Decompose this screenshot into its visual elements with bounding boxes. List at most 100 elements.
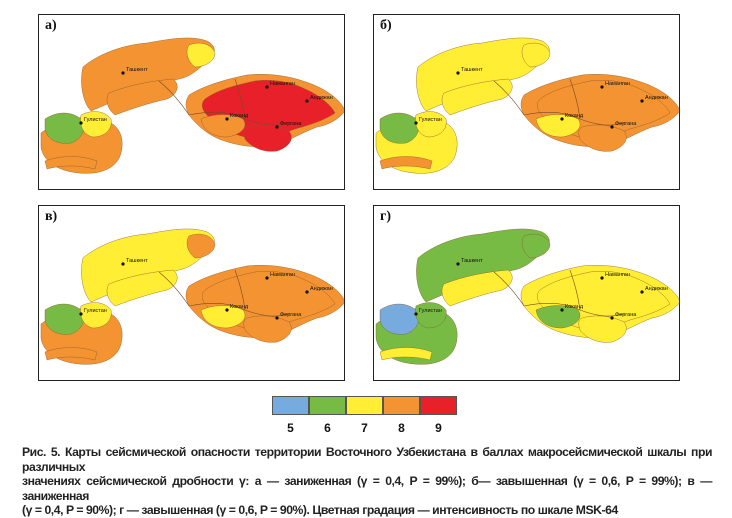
city-label: Гулистан — [84, 308, 107, 314]
city-label: Ташкент — [461, 258, 483, 264]
map-panel-d: Ташкент Гулистан Наманган Андижан Коканд Ферг… — [373, 205, 680, 381]
map-region-stripe — [44, 347, 98, 361]
map-region-westgreen — [379, 112, 419, 144]
city-label: Гулистан — [419, 308, 442, 314]
legend-label: 9 — [435, 421, 442, 435]
city-label: Коканд — [565, 113, 584, 119]
map-region-kokand — [200, 114, 246, 138]
city-label: Фергана — [280, 121, 302, 127]
city-dot — [275, 125, 279, 129]
city-label: Фергана — [280, 312, 302, 318]
city-label: Наманган — [605, 272, 630, 278]
city-dot — [275, 316, 279, 320]
city-label: Коканд — [230, 304, 249, 310]
map-region-kokand — [535, 114, 581, 138]
city-dot — [79, 121, 83, 125]
border-line — [493, 80, 525, 116]
tashkent-city: Ташкент — [456, 67, 483, 75]
kokand-city: Коканд — [560, 113, 584, 121]
city-label: Гулистан — [419, 117, 442, 123]
map-svg: Ташкент Гулистан Наманган Андижан Коканд Ферг… — [40, 37, 344, 174]
city-dot — [640, 99, 644, 103]
map-panel-c: Ташкент Гулистан Наманган Андижан Коканд Ферг… — [38, 205, 345, 381]
andijan-city: Андижан — [640, 95, 668, 103]
legend-label: 5 — [287, 421, 294, 435]
border-line — [234, 269, 246, 311]
map-region-northeast — [521, 42, 551, 68]
map-region-stripe — [379, 156, 433, 170]
map-svg: Ташкент Гулистан Наманган Андижан Коканд Ферг… — [375, 37, 679, 174]
caption-line: (γ = 0,4, P = 90%); г — завышенная (γ = … — [22, 503, 618, 518]
city-label: Андижан — [310, 95, 333, 101]
fergana-city: Фергана — [275, 312, 302, 320]
map-region-tashkentband — [441, 78, 513, 116]
fergana-city: Фергана — [610, 121, 637, 129]
map-region-westgreen — [44, 303, 84, 335]
legend-label: 6 — [324, 421, 331, 435]
panel-label: г) — [380, 209, 392, 224]
border-line — [493, 271, 525, 307]
city-dot — [640, 290, 644, 294]
city-dot — [456, 71, 460, 75]
map-region-northeast — [186, 233, 216, 259]
color-legend — [272, 396, 457, 415]
map-region-westgreen — [379, 303, 419, 335]
city-label: Ташкент — [126, 67, 148, 73]
city-dot — [121, 262, 125, 266]
map-region-northeast — [521, 233, 551, 259]
map-region-stripe — [44, 156, 98, 170]
tashkent-city: Ташкент — [456, 258, 483, 266]
city-dot — [414, 312, 418, 316]
map-svg: Ташкент Гулистан Наманган Андижан Коканд Ферг… — [40, 228, 344, 365]
map-region-wyellow — [415, 302, 447, 329]
namangan-city: Наманган — [600, 81, 630, 89]
city-dot — [456, 262, 460, 266]
city-dot — [121, 71, 125, 75]
city-label: Андижан — [310, 286, 333, 292]
city-label: Фергана — [615, 312, 637, 318]
city-label: Андижан — [645, 95, 668, 101]
city-label: Гулистан — [84, 117, 107, 123]
gulistan-city: Гулистан — [414, 308, 442, 316]
city-dot — [265, 276, 269, 280]
city-label: Наманган — [270, 81, 295, 87]
kokand-city: Коканд — [225, 113, 249, 121]
border-line — [158, 80, 190, 116]
panel-label: б) — [380, 18, 392, 33]
namangan-city: Наманган — [265, 272, 295, 280]
city-dot — [560, 308, 564, 312]
panel-label: в) — [45, 209, 58, 224]
city-dot — [225, 117, 229, 121]
border-line — [158, 271, 190, 307]
andijan-city: Андижан — [305, 286, 333, 294]
figure-caption: Рис. 5. Карты сейсмической опасности тер… — [22, 445, 712, 518]
city-dot — [305, 99, 309, 103]
map-panel-a: Ташкент Гулистан Наманган Андижан Коканд Ферг… — [38, 14, 345, 190]
caption-line: значениях сейсмической дробности γ: а — … — [22, 474, 712, 503]
panel-label: а) — [45, 18, 57, 33]
city-dot — [600, 85, 604, 89]
city-dot — [225, 308, 229, 312]
map-region-wyellow — [415, 111, 447, 138]
city-dot — [560, 117, 564, 121]
map-region-south — [578, 315, 627, 343]
city-dot — [265, 85, 269, 89]
namangan-city: Наманган — [600, 272, 630, 280]
border-line — [569, 78, 581, 120]
map-region-northeast — [186, 42, 216, 68]
map-svg: Ташкент Гулистан Наманган Андижан Коканд Ферг… — [375, 228, 679, 365]
legend-labels: 5 6 7 8 9 — [272, 421, 457, 435]
city-label: Наманган — [270, 272, 295, 278]
tashkent-city: Ташкент — [121, 258, 148, 266]
legend-swatch — [383, 396, 420, 415]
legend-label: 8 — [398, 421, 405, 435]
city-label: Андижан — [645, 286, 668, 292]
city-label: Ташкент — [461, 67, 483, 73]
city-dot — [610, 125, 614, 129]
andijan-city: Андижан — [305, 95, 333, 103]
legend-swatch — [346, 396, 383, 415]
city-label: Фергана — [615, 121, 637, 127]
map-region-south — [578, 124, 627, 152]
city-label: Наманган — [605, 81, 630, 87]
city-label: Коканд — [565, 304, 584, 310]
